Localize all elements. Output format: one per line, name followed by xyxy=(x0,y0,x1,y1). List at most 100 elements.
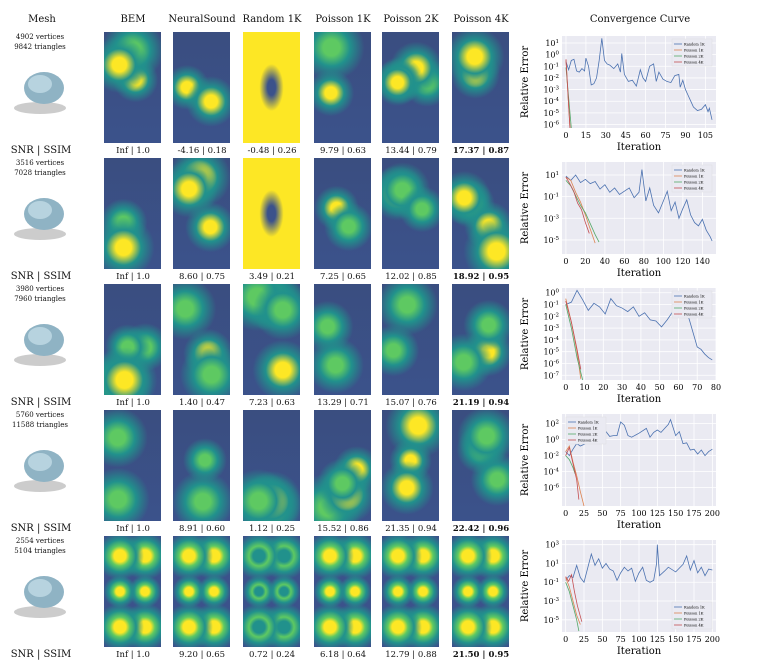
series-line-poisson-4k xyxy=(565,300,582,370)
legend-label: Poisson 1K xyxy=(684,49,704,53)
y-tick-label: 10-7 xyxy=(543,371,559,380)
header-neuralsound: NeuralSound xyxy=(168,14,236,25)
x-tick-label: 0 xyxy=(563,635,568,644)
legend-label: Random 1K xyxy=(578,421,599,425)
legend-label: Poisson 1K xyxy=(684,612,704,616)
field-heatmap xyxy=(382,284,439,395)
x-tick-label: 50 xyxy=(655,383,665,392)
x-tick-label: 75 xyxy=(616,509,626,518)
x-tick-label: 175 xyxy=(686,635,701,644)
field-heatmap xyxy=(104,158,161,269)
snr-ssim-label: SNR | SSIM xyxy=(10,397,72,408)
snr-ssim-value: 7.23 | 0.63 xyxy=(248,398,296,408)
convergence-chart: 0 25 50 75 100 125 150 175 200 103 101 10-1 10-3 10-5… xyxy=(520,540,720,657)
mesh-triangle-count: 11588 triangles xyxy=(11,421,69,429)
snr-ssim-value: 8.91 | 0.60 xyxy=(178,524,226,534)
y-tick-label: 10-2 xyxy=(543,452,559,461)
field-heatmap xyxy=(173,536,230,647)
x-tick-label: 105 xyxy=(698,131,713,140)
legend-label: Poisson 4K xyxy=(684,61,704,65)
header-mesh: Mesh xyxy=(28,14,56,25)
series-line-poisson-1k xyxy=(565,444,585,507)
snr-ssim-value: 18.92 | 0.95 xyxy=(452,272,510,282)
y-tick-label: 10-4 xyxy=(543,336,559,345)
y-tick-label: 10-2 xyxy=(543,312,559,321)
y-tick-label: 101 xyxy=(545,171,559,180)
y-tick-label: 100 xyxy=(545,51,559,60)
legend: Random 1K Poisson 1K Poisson 2K Poisson 4K xyxy=(565,416,607,445)
x-tick-label: 30 xyxy=(601,131,611,140)
snr-ssim-value: Inf | 1.0 xyxy=(116,146,150,156)
field-heatmap xyxy=(243,410,300,521)
field-heatmap xyxy=(382,32,439,143)
x-axis-label: Iteration xyxy=(617,646,662,657)
x-tick-label: 80 xyxy=(639,257,649,266)
x-tick-label: 25 xyxy=(579,509,589,518)
y-tick-label: 10-5 xyxy=(543,236,559,245)
legend-label: Random 1K xyxy=(684,295,705,299)
snr-ssim-value: Inf | 1.0 xyxy=(116,398,150,408)
legend: Random 1K Poisson 1K Poisson 2K Poisson 4K xyxy=(671,38,713,67)
x-tick-label: 100 xyxy=(631,635,646,644)
x-tick-label: 0 xyxy=(563,509,568,518)
field-heatmap xyxy=(173,410,230,521)
field-heatmap xyxy=(452,284,509,395)
snr-ssim-value: 21.19 | 0.94 xyxy=(452,398,510,408)
series-line-poisson-1k xyxy=(565,176,596,244)
x-tick-label: 80 xyxy=(711,383,721,392)
field-heatmap xyxy=(314,158,371,269)
legend-label: Random 1K xyxy=(684,169,705,173)
y-axis-label: Relative Error xyxy=(520,424,531,496)
field-heatmap xyxy=(243,536,300,647)
y-tick-label: 103 xyxy=(545,541,559,550)
x-tick-label: 45 xyxy=(621,131,631,140)
x-tick-label: 150 xyxy=(668,509,683,518)
legend-label: Poisson 4K xyxy=(684,313,704,317)
x-tick-label: 10 xyxy=(579,383,589,392)
y-tick-label: 10-1 xyxy=(543,578,559,587)
mesh-thumbnail xyxy=(10,314,74,366)
legend-label: Random 1K xyxy=(684,43,705,47)
field-heatmap xyxy=(382,410,439,521)
snr-ssim-value: 6.18 | 0.64 xyxy=(319,650,367,660)
y-tick-label: 10-6 xyxy=(543,121,559,130)
mesh-vertex-count: 5760 vertices xyxy=(15,411,65,419)
x-tick-label: 50 xyxy=(597,509,607,518)
series-line-random-1k xyxy=(565,169,713,242)
x-tick-label: 60 xyxy=(619,257,629,266)
mesh-thumbnail xyxy=(10,566,74,618)
x-tick-label: 40 xyxy=(636,383,646,392)
x-tick-label: 40 xyxy=(600,257,610,266)
x-tick-label: 125 xyxy=(650,635,665,644)
x-tick-label: 0 xyxy=(563,131,568,140)
field-heatmap xyxy=(452,410,509,521)
y-axis-label: Relative Error xyxy=(520,550,531,622)
snr-ssim-value: 8.60 | 0.75 xyxy=(178,272,226,282)
snr-ssim-value: 17.37 | 0.87 xyxy=(452,146,510,156)
y-tick-label: 101 xyxy=(545,559,559,568)
snr-ssim-label: SNR | SSIM xyxy=(10,523,72,534)
field-heatmap xyxy=(104,32,161,143)
x-tick-label: 150 xyxy=(668,635,683,644)
series-line-poisson-4k xyxy=(565,176,590,234)
x-tick-label: 120 xyxy=(675,257,690,266)
x-tick-label: 60 xyxy=(641,131,651,140)
legend-label: Poisson 2K xyxy=(684,618,704,622)
mesh-triangle-count: 9842 triangles xyxy=(14,43,66,51)
y-tick-label: 10-5 xyxy=(543,109,559,118)
snr-ssim-label: SNR | SSIM xyxy=(10,145,72,156)
snr-ssim-value: 7.25 | 0.65 xyxy=(319,272,367,282)
legend-label: Poisson 2K xyxy=(684,307,704,311)
snr-ssim-value: 1.12 | 0.25 xyxy=(248,524,296,534)
x-tick-label: 0 xyxy=(563,383,568,392)
x-tick-label: 0 xyxy=(563,257,568,266)
x-tick-label: 70 xyxy=(692,383,702,392)
x-tick-label: 20 xyxy=(580,257,590,266)
legend-label: Poisson 2K xyxy=(578,433,598,437)
mesh-triangle-count: 7028 triangles xyxy=(14,169,66,177)
field-heatmap xyxy=(243,32,300,143)
series-line-poisson-2k xyxy=(565,582,580,632)
x-tick-label: 20 xyxy=(598,383,608,392)
y-tick-label: 10-5 xyxy=(543,348,559,357)
